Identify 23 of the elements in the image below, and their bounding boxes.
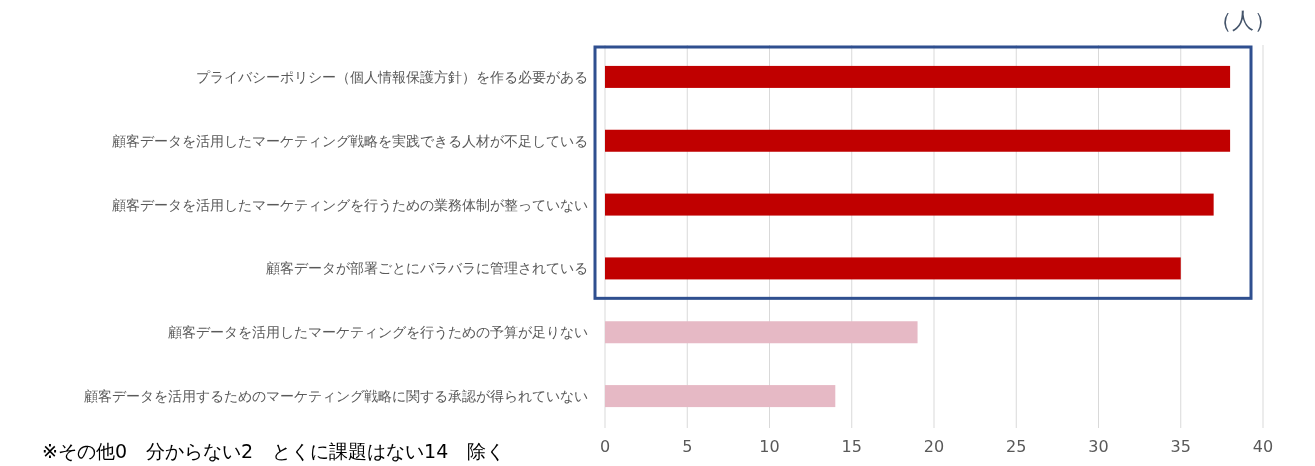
y-tick-label: 顧客データを活用するためのマーケティング戦略に関する承認が得られていない <box>84 388 588 405</box>
y-tick-label: 顧客データを活用したマーケティングを行うための業務体制が整っていない <box>112 196 588 213</box>
y-tick-label: 顧客データを活用したマーケティング戦略を実践できる人材が不足している <box>112 132 588 149</box>
x-tick-label: 10 <box>759 437 780 456</box>
x-axis-title: （人） <box>1210 8 1276 33</box>
y-tick-label: 顧客データが部署ごとにバラバラに管理されている <box>266 260 588 277</box>
bar <box>605 257 1181 280</box>
y-tick-label: 顧客データを活用したマーケティングを行うための予算が足りない <box>168 324 588 341</box>
y-tick-label: プライバシーポリシー（個人情報保護方針）を作る必要がある <box>196 68 588 85</box>
text: ※その他0 分からない2 とくに課題はない14 除く <box>42 440 506 462</box>
x-tick-label: 25 <box>1006 437 1027 456</box>
x-tick-label: 15 <box>841 437 862 456</box>
bar <box>605 385 836 408</box>
x-tick-label: 40 <box>1252 437 1274 456</box>
bar <box>605 65 1231 88</box>
x-tick-label: 20 <box>923 437 945 456</box>
x-tick-label: 35 <box>1170 437 1191 456</box>
x-tick-label: 5 <box>682 437 693 456</box>
bar <box>605 129 1231 152</box>
bar <box>605 193 1214 216</box>
bar <box>605 321 918 344</box>
x-tick-label: 0 <box>599 437 611 456</box>
x-tick-label: 30 <box>1088 437 1109 456</box>
